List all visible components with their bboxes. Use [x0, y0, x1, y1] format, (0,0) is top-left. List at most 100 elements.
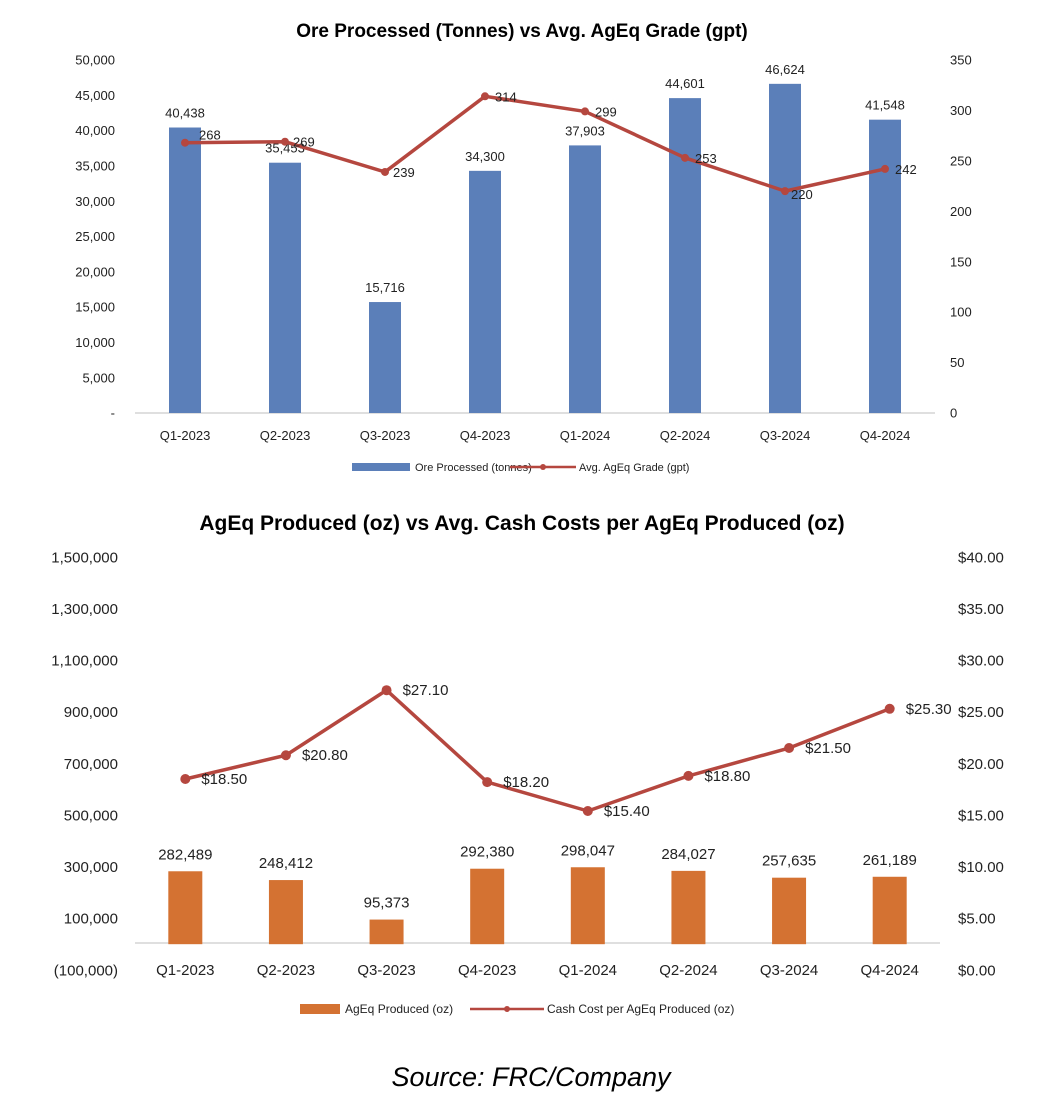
line-point: [781, 187, 789, 196]
left-axis-tick-label: 25,000: [75, 229, 115, 244]
line-point: [582, 805, 593, 816]
line-point: [481, 92, 489, 101]
line-data-label: 268: [199, 128, 221, 143]
left-axis-tick-label: 40,000: [75, 123, 115, 138]
right-axis-tick-label: $30.00: [958, 653, 1004, 670]
line-data-label: 220: [791, 187, 813, 202]
bar-data-label: 46,624: [765, 62, 805, 77]
x-axis-tick-label: Q2-2024: [660, 428, 711, 443]
left-axis-tick-label: 35,000: [75, 158, 115, 173]
bar-q1-2024: [569, 145, 601, 413]
bar-data-label: 298,047: [561, 842, 615, 859]
x-axis-tick-label: Q4-2023: [458, 962, 516, 979]
right-axis-tick-label: 50: [950, 355, 964, 370]
left-axis-tick-label: 30,000: [75, 194, 115, 209]
bar-data-label: 284,027: [661, 846, 715, 863]
bar-data-label: 37,903: [565, 123, 605, 138]
left-axis-tick-label: -: [111, 406, 115, 421]
line-data-label: 314: [495, 89, 517, 104]
line-data-label: $20.80: [302, 747, 348, 764]
line-data-label: 253: [695, 151, 717, 166]
line-point: [180, 773, 191, 784]
left-axis-tick-label: 10,000: [75, 335, 115, 350]
bar-q4-2023: [469, 170, 501, 413]
x-axis-tick-label: Q1-2024: [559, 962, 617, 979]
x-axis-tick-label: Q1-2023: [160, 428, 211, 443]
source-note: Source: FRC/Company: [391, 1062, 671, 1092]
line-point: [281, 137, 289, 146]
line-data-label: $15.40: [604, 803, 650, 820]
bar-q2-2023: [269, 162, 301, 413]
legend-bar-label: AgEq Produced (oz): [345, 1002, 453, 1016]
legend-line-marker: [504, 1006, 510, 1012]
left-axis-tick-label: 700,000: [64, 756, 118, 773]
left-axis-tick-label: 5,000: [82, 370, 115, 385]
x-axis-tick-label: Q3-2024: [760, 962, 818, 979]
chart-title: Ore Processed (Tonnes) vs Avg. AgEq Grad…: [296, 21, 748, 42]
line-series: [184, 688, 891, 813]
legend-line-label: Cash Cost per AgEq Produced (oz): [547, 1002, 734, 1016]
right-axis-tick-label: $15.00: [958, 807, 1004, 824]
line-point: [681, 153, 689, 162]
left-axis-tick-label: 15,000: [75, 300, 115, 315]
right-axis-tick-label: $25.00: [958, 704, 1004, 721]
line-point: [482, 777, 493, 788]
right-axis-tick-label: 300: [950, 103, 972, 118]
x-axis-tick-label: Q3-2024: [760, 428, 811, 443]
bar-q2-2024: [671, 870, 706, 945]
left-axis-tick-label: 900,000: [64, 704, 118, 721]
right-axis-tick-label: $10.00: [958, 859, 1004, 876]
chart-title: AgEq Produced (oz) vs Avg. Cash Costs pe…: [199, 512, 844, 535]
bar-data-label: 282,489: [158, 846, 212, 863]
line-data-label: $21.50: [805, 740, 851, 757]
bar-q3-2024: [769, 83, 801, 413]
bar-data-label: 41,548: [865, 98, 905, 113]
right-axis-tick-label: $40.00: [958, 549, 1004, 566]
ageq-cost-chart: AgEq Produced (oz) vs Avg. Cash Costs pe…: [51, 512, 1004, 1016]
x-axis-tick-label: Q1-2024: [560, 428, 611, 443]
bar-q2-2023: [268, 880, 303, 945]
x-axis-tick-label: Q4-2023: [460, 428, 511, 443]
bar-data-label: 15,716: [365, 280, 405, 295]
bar-q2-2024: [669, 98, 701, 413]
bar-data-label: 34,300: [465, 149, 505, 164]
bar-q1-2024: [570, 867, 605, 945]
left-axis-tick-label: (100,000): [54, 962, 118, 979]
bar-data-label: 257,635: [762, 853, 816, 870]
bar-q3-2023: [369, 302, 401, 413]
left-axis-tick-label: 500,000: [64, 807, 118, 824]
line-data-label: $27.10: [403, 682, 449, 699]
bar-q3-2023: [369, 919, 404, 945]
bar-data-label: 261,189: [863, 852, 917, 869]
bar-data-label: 40,438: [165, 106, 205, 121]
line-point: [784, 743, 795, 754]
bar-q4-2023: [470, 868, 505, 945]
bar-q1-2023: [168, 871, 203, 945]
line-data-label: $18.50: [201, 771, 247, 788]
line-data-label: 269: [293, 135, 315, 150]
right-axis-tick-label: $20.00: [958, 756, 1004, 773]
line-data-label: 242: [895, 162, 917, 177]
left-axis-tick-label: 1,300,000: [51, 601, 118, 618]
line-data-label: $25.30: [906, 701, 952, 718]
right-axis-tick-label: 200: [950, 204, 972, 219]
ore-grade-chart: Ore Processed (Tonnes) vs Avg. AgEq Grad…: [75, 21, 972, 474]
line-point: [280, 750, 291, 761]
line-data-label: 239: [393, 165, 415, 180]
legend-line-marker: [540, 464, 546, 470]
bar-q1-2023: [169, 127, 201, 413]
left-axis-tick-label: 100,000: [64, 911, 118, 928]
x-axis-tick-label: Q4-2024: [860, 428, 911, 443]
line-data-label: $18.80: [704, 768, 750, 785]
bar-q4-2024: [872, 876, 907, 945]
right-axis-tick-label: 150: [950, 254, 972, 269]
bar-data-label: 248,412: [259, 855, 313, 872]
line-point: [881, 164, 889, 173]
x-axis-tick-label: Q3-2023: [360, 428, 411, 443]
left-axis-tick-label: 50,000: [75, 53, 115, 68]
right-axis-tick-label: 0: [950, 406, 957, 421]
line-data-label: $18.20: [503, 774, 549, 791]
x-axis-tick-label: Q2-2024: [659, 962, 717, 979]
right-axis-tick-label: $5.00: [958, 911, 996, 928]
x-axis-tick-label: Q3-2023: [357, 962, 415, 979]
